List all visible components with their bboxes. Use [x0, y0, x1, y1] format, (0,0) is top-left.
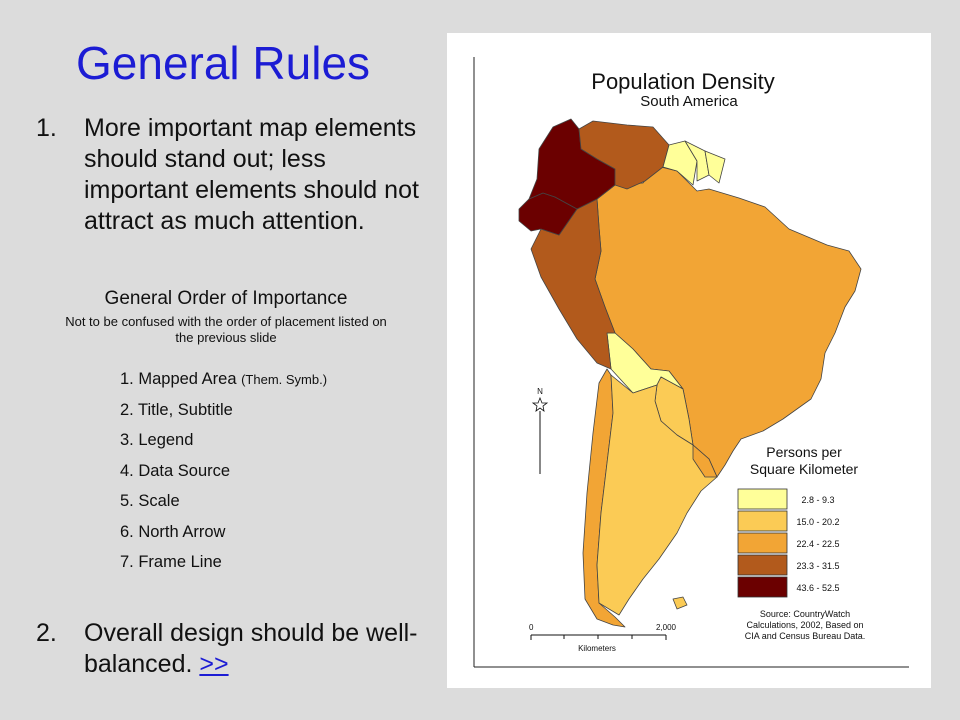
rule-2-number: 2.: [36, 619, 57, 647]
scale-start-label: 0: [529, 623, 534, 632]
order-heading: General Order of Importance: [104, 288, 348, 309]
north-label: N: [537, 387, 543, 396]
order-item: 1. Mapped Area (Them. Symb.): [120, 370, 327, 401]
rule-2: 2. Overall design should be well-balance…: [36, 618, 436, 688]
order-item-label: 2. Title, Subtitle: [120, 400, 233, 419]
region-argentina: [596, 374, 718, 616]
north-arrow: N: [531, 387, 549, 474]
order-item-label: 1. Mapped Area: [120, 370, 237, 388]
scale-end-label: 2,000: [656, 623, 677, 632]
order-item: 5. Scale: [120, 492, 327, 523]
order-item-label: 5. Scale: [120, 492, 180, 510]
rule-2-text: Overall design should be well-balanced.: [84, 619, 418, 678]
order-item-note: (Them. Symb.): [241, 372, 328, 387]
legend-swatch: [737, 576, 788, 598]
order-list: 1. Mapped Area (Them. Symb.) 2. Title, S…: [120, 370, 327, 584]
slide-title: General Rules: [76, 37, 371, 89]
scale-bar: 0 2,000 Kilometers: [529, 623, 677, 653]
scale-unit-label: Kilometers: [578, 644, 616, 653]
legend-swatch: [737, 510, 788, 532]
order-item-label: 6. North Arrow: [120, 522, 226, 541]
legend-label: 2.8 - 9.3: [801, 495, 834, 505]
order-item: 3. Legend: [120, 431, 327, 462]
order-item: 6. North Arrow: [120, 523, 327, 554]
legend-swatch: [737, 488, 788, 510]
legend-label: 22.4 - 22.5: [796, 539, 839, 549]
mapped-area: [518, 118, 862, 628]
region-french-guiana: [704, 150, 726, 184]
source-line1: Source: CountryWatch: [760, 609, 850, 619]
region-suriname: [684, 140, 710, 182]
order-subheading: Not to be confused with the order of pla…: [65, 314, 387, 345]
order-item-label: 3. Legend: [120, 431, 194, 449]
source-line3: CIA and Census Bureau Data.: [745, 631, 866, 641]
map-svg: Population Density South America: [473, 57, 909, 668]
rule-1-number: 1.: [36, 114, 57, 142]
region-uruguay: [692, 444, 718, 478]
legend-label: 15.0 - 20.2: [796, 517, 839, 527]
rule-2-text-block: Overall design should be well-balanced. …: [84, 618, 424, 680]
order-item: 4. Data Source: [120, 462, 327, 493]
map-subtitle: South America: [640, 93, 738, 110]
legend-title-line1: Persons per: [766, 444, 842, 460]
legend-label: 43.6 - 52.5: [796, 583, 839, 593]
order-item: 2. Title, Subtitle: [120, 401, 327, 432]
next-slide-link[interactable]: >>: [199, 650, 229, 678]
rule-1: 1. More important map elements should st…: [36, 113, 436, 273]
legend-label: 23.3 - 31.5: [796, 561, 839, 571]
order-item-label: 7. Frame Line: [120, 553, 222, 571]
rule-1-text: More important map elements should stand…: [84, 114, 419, 235]
legend: 2.8 - 9.3 15.0 - 20.2 22.4 - 22.5 23.3 -…: [737, 488, 840, 598]
order-item-label: 4. Data Source: [120, 461, 231, 480]
source-line2: Calculations, 2002, Based on: [746, 620, 863, 630]
region-venezuela: [578, 120, 670, 190]
map-title: Population Density: [591, 69, 774, 94]
region-falklands: [672, 596, 688, 610]
legend-swatch: [737, 532, 788, 554]
map-panel: Population Density South America: [447, 33, 931, 688]
legend-title-line2: Square Kilometer: [750, 461, 859, 477]
order-heading-block: General Order of Importance Not to be co…: [56, 288, 396, 346]
legend-swatch: [737, 554, 788, 576]
north-star-icon: [531, 396, 549, 412]
order-item: 7. Frame Line: [120, 553, 327, 584]
